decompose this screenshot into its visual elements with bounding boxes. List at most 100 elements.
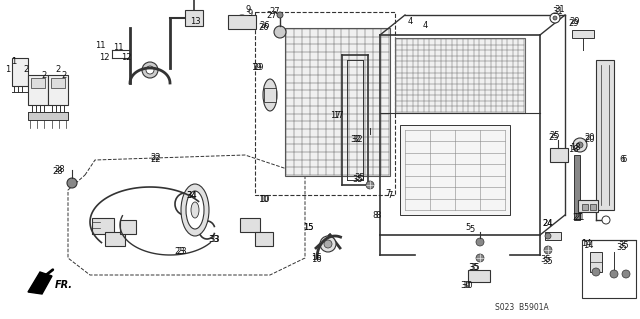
Bar: [590, 252, 602, 272]
Text: 11: 11: [113, 43, 124, 53]
Text: 21: 21: [575, 213, 585, 222]
Text: 1: 1: [5, 65, 11, 75]
Bar: [28, 112, 68, 120]
Text: 17: 17: [333, 110, 343, 120]
Text: 7: 7: [387, 190, 393, 199]
Bar: [240, 218, 260, 232]
Text: 11: 11: [95, 41, 105, 50]
Circle shape: [550, 13, 560, 23]
Text: 17: 17: [330, 110, 340, 120]
Circle shape: [366, 181, 374, 189]
Text: 16: 16: [310, 256, 321, 264]
Text: 20: 20: [585, 136, 595, 145]
Text: 6: 6: [620, 155, 625, 165]
Circle shape: [235, 15, 249, 29]
Text: 15: 15: [303, 224, 313, 233]
Text: 29: 29: [569, 19, 579, 28]
Bar: [590, 204, 596, 210]
Text: 13: 13: [182, 0, 193, 1]
Text: 35: 35: [353, 175, 364, 184]
Text: 5: 5: [469, 226, 475, 234]
Text: 4: 4: [408, 18, 413, 26]
Circle shape: [622, 270, 630, 278]
Bar: [578, 200, 598, 212]
Text: 26: 26: [259, 24, 269, 33]
Bar: [28, 75, 48, 105]
Text: 32: 32: [351, 136, 362, 145]
Text: 25: 25: [548, 132, 559, 142]
Bar: [105, 232, 125, 246]
Text: 18: 18: [568, 145, 579, 154]
Text: 35: 35: [619, 241, 629, 250]
Bar: [550, 148, 568, 162]
Text: 33: 33: [209, 235, 220, 244]
Text: 35: 35: [355, 174, 365, 182]
Text: 35: 35: [543, 257, 554, 266]
Text: 35: 35: [541, 256, 551, 264]
Bar: [596, 60, 614, 210]
Text: 12: 12: [121, 53, 131, 62]
Bar: [255, 12, 395, 195]
Text: 22: 22: [151, 153, 161, 162]
Text: 28: 28: [52, 167, 63, 176]
Text: 19: 19: [251, 63, 261, 72]
Text: 2: 2: [42, 70, 47, 79]
Bar: [582, 204, 588, 210]
Bar: [48, 75, 68, 105]
Text: 16: 16: [310, 254, 321, 263]
Circle shape: [142, 62, 158, 78]
Text: 31: 31: [555, 5, 565, 14]
Text: 26: 26: [260, 20, 270, 29]
Text: 28: 28: [54, 166, 65, 174]
Text: 24: 24: [543, 219, 553, 228]
Bar: [31, 78, 45, 88]
Text: 15: 15: [303, 224, 313, 233]
Bar: [120, 220, 136, 234]
Text: 31: 31: [553, 8, 563, 17]
Text: 34: 34: [187, 191, 197, 201]
Circle shape: [602, 216, 610, 224]
Text: 32: 32: [353, 136, 364, 145]
Bar: [574, 155, 580, 220]
Text: 22: 22: [151, 155, 161, 165]
Polygon shape: [28, 272, 52, 294]
Circle shape: [277, 12, 283, 18]
Ellipse shape: [186, 191, 204, 229]
Text: 27: 27: [269, 8, 280, 17]
Text: 25: 25: [550, 130, 560, 139]
Text: FR.: FR.: [55, 280, 73, 290]
Circle shape: [545, 233, 551, 239]
Text: 33: 33: [210, 235, 220, 244]
Bar: [92, 218, 114, 234]
Text: 30: 30: [461, 280, 471, 290]
Circle shape: [592, 268, 600, 276]
Circle shape: [146, 66, 154, 74]
Text: 5: 5: [465, 224, 470, 233]
Circle shape: [274, 26, 286, 38]
Text: 8: 8: [372, 211, 378, 219]
Bar: [582, 240, 636, 298]
Bar: [12, 58, 28, 86]
Text: 6: 6: [621, 155, 627, 165]
Circle shape: [324, 240, 332, 248]
Ellipse shape: [191, 202, 199, 218]
Text: 21: 21: [573, 213, 583, 222]
Bar: [185, 10, 203, 26]
Bar: [545, 232, 561, 240]
Circle shape: [67, 178, 77, 188]
Text: 8: 8: [375, 211, 381, 219]
Bar: [395, 38, 525, 113]
Text: 35: 35: [470, 263, 480, 272]
Text: 23: 23: [175, 248, 186, 256]
Text: 4: 4: [422, 20, 428, 29]
Bar: [228, 15, 256, 29]
Circle shape: [320, 236, 336, 252]
Text: 18: 18: [570, 144, 580, 152]
Text: 12: 12: [99, 54, 109, 63]
Text: 23: 23: [177, 248, 188, 256]
Text: 9: 9: [248, 9, 253, 18]
Text: 35: 35: [617, 243, 627, 253]
Text: 20: 20: [585, 133, 595, 143]
Text: 1: 1: [12, 57, 17, 66]
Text: 29: 29: [570, 18, 580, 26]
